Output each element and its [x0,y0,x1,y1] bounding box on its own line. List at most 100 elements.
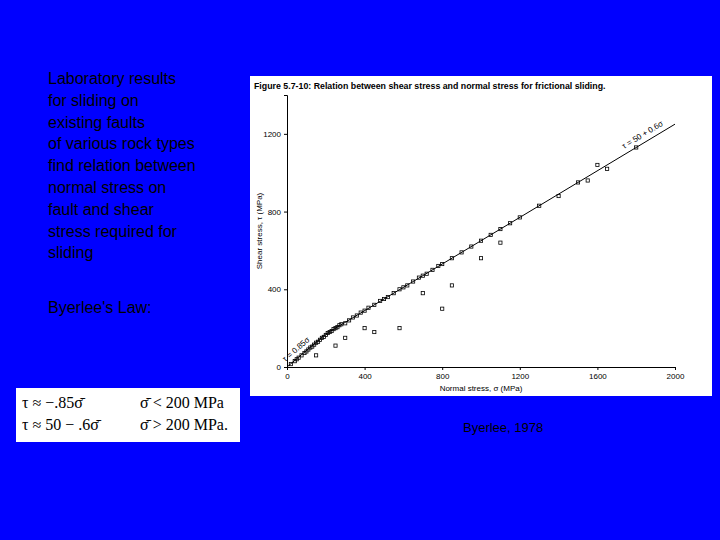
data-point [499,227,502,230]
data-point [596,163,599,166]
description-line: normal stress on [48,179,166,196]
x-axis-tick-label: 0 [285,372,290,381]
y-axis-tick: 400 [268,285,287,294]
data-point [489,233,492,236]
data-point [499,241,502,244]
data-point [606,167,609,170]
y-axis-tick: 0 [277,363,287,372]
y-axis: 0 400 800 1200 [263,96,287,373]
y-axis-tick-label: 400 [268,285,282,294]
description-line: stress required for [48,223,178,240]
x-axis-tick-label: 800 [436,372,450,381]
data-point [340,323,343,326]
x-axis-tick-mark [675,367,676,370]
data-point [412,280,415,283]
data-point [402,286,405,289]
y-axis-tick-label: 800 [268,208,282,217]
description: Laboratory results for sliding on existing… [48,70,196,261]
equation-condition: σ̄ > 200 MPa. [140,416,228,433]
chart-panel: Figure 5.7-10: Relation between shear st… [250,76,712,396]
data-point [450,257,453,260]
equation-relation: τ ≈ 50 − .6σ̄ [22,416,102,433]
data-point [315,354,318,357]
x-axis-tick-mark [442,367,443,370]
y-axis-tick-mark [284,367,287,368]
equation-background [16,388,240,442]
data-point [344,322,347,325]
description-line: find relation between [48,157,196,174]
x-axis-tick: 2000 [667,367,685,381]
data-point [450,284,453,287]
data-point [470,245,473,248]
data-point [289,362,292,365]
chart-background [250,76,712,396]
x-axis-tick-label: 400 [358,372,372,381]
equation-condition: σ̄ < 200 MPa [140,394,224,411]
data-point [518,216,521,219]
plot-area [287,124,675,367]
description-line: of various rock types [48,135,195,152]
data-point [386,295,389,298]
slide: Laboratory results for sliding on existing… [0,0,720,540]
data-point [351,316,354,319]
data-point [398,288,401,291]
data-point [509,222,512,225]
data-point [363,309,366,312]
data-point [367,306,370,309]
description-line: existing faults [48,114,145,131]
y-axis-line [284,96,288,368]
line-labels: τ = 0.85στ = 50 + 0.6σ [281,119,665,363]
x-axis-line [288,368,676,371]
y-axis-tick-label: 0 [277,363,282,372]
data-point [437,264,440,267]
x-axis-tick-label: 1600 [589,372,607,381]
equation-relation: τ ≈ −.85σ̄ [22,394,86,411]
x-axis: 0 400 800 1200 1600 2000 [285,367,685,381]
fit-line [326,124,675,334]
y-axis-tick: 1200 [263,130,287,139]
data-point [576,181,579,184]
data-point [479,257,482,260]
law-heading: Byerlee's Law: [48,299,152,316]
x-axis-tick: 400 [358,367,372,381]
credit: Byerlee, 1978 [463,420,543,435]
data-point [635,146,638,149]
data-point [363,327,366,330]
x-axis-tick-mark [520,367,521,370]
data-point [398,327,401,330]
y-axis-tick-mark [284,212,287,213]
description-line: sliding [48,244,93,261]
description-line: for sliding on [48,92,139,109]
x-axis-tick-label: 1200 [511,372,529,381]
data-point [425,272,428,275]
description-line: Laboratory results [48,70,176,87]
data-point [421,292,424,295]
data-point [359,311,362,314]
data-point [392,292,395,295]
data-point [460,251,463,254]
x-axis-tick-label: 2000 [667,372,685,381]
scatter-points [289,146,638,366]
line-label: τ = 50 + 0.6σ [621,119,665,151]
x-axis-tick: 1200 [511,367,529,381]
data-point [417,276,420,279]
x-axis-tick: 800 [436,367,450,381]
data-point [347,319,350,322]
x-axis-tick-mark [365,367,366,370]
x-axis-tick-mark [597,367,598,370]
x-axis-tick: 1600 [589,367,607,381]
y-axis-tick-mark [284,289,287,290]
data-point [557,194,560,197]
y-axis-title: Shear stress, τ (MPa) [255,192,264,269]
data-point [382,297,385,300]
description-line: fault and shear [48,201,155,218]
chart-title: Figure 5.7-10: Relation between shear st… [254,81,606,91]
data-point [355,314,358,317]
data-point [479,239,482,242]
equation-box: τ ≈ −.85σ̄ σ̄ < 200 MPa τ ≈ 50 − .6σ̄ σ̄ > … [16,388,240,442]
data-point [406,284,409,287]
data-point [441,307,444,310]
data-point [441,262,444,265]
data-point [431,268,434,271]
data-point [421,274,424,277]
